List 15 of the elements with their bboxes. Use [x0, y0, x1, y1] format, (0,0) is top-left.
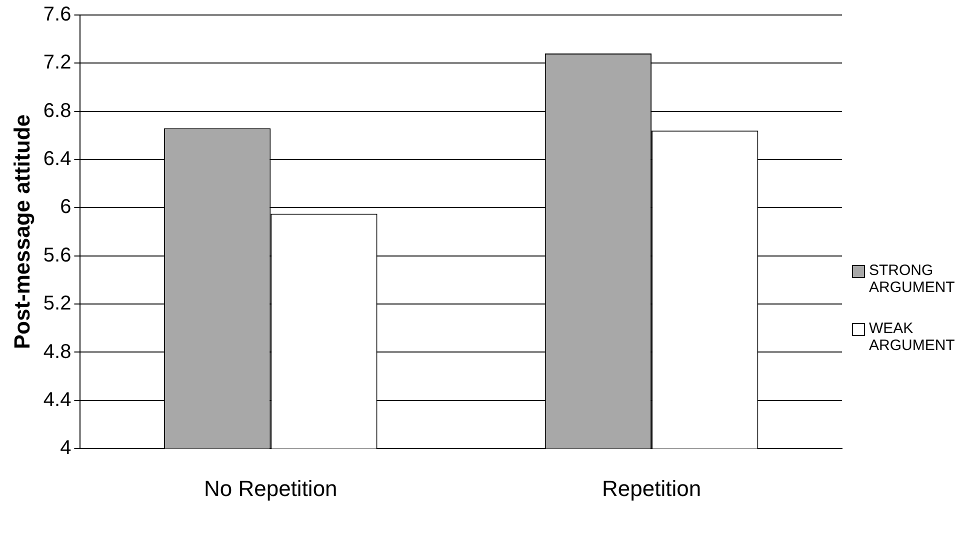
y-tick-label: 6: [60, 196, 72, 218]
y-tick-label: 4: [60, 437, 72, 460]
y-tick-label: 6.4: [43, 148, 72, 170]
y-tick-label: 5.2: [43, 292, 72, 315]
y-tick-label: 4.4: [43, 388, 72, 411]
text: WEAK ARGUMENT: [869, 320, 956, 354]
y-tick-label: 6.8: [43, 100, 72, 122]
y-tick-label: 5.6: [43, 244, 72, 266]
y-tick-label: 7.2: [43, 52, 72, 74]
y-tick-label: 4.8: [43, 340, 72, 363]
x-tick-label: No Repetition: [204, 476, 338, 501]
y-axis-title: Post-message attitude: [9, 114, 34, 350]
y-tick-label: 7.6: [43, 4, 72, 26]
legend-label: STRONG ARGUMENT: [869, 262, 956, 296]
x-tick-label: Repetition: [602, 476, 702, 501]
